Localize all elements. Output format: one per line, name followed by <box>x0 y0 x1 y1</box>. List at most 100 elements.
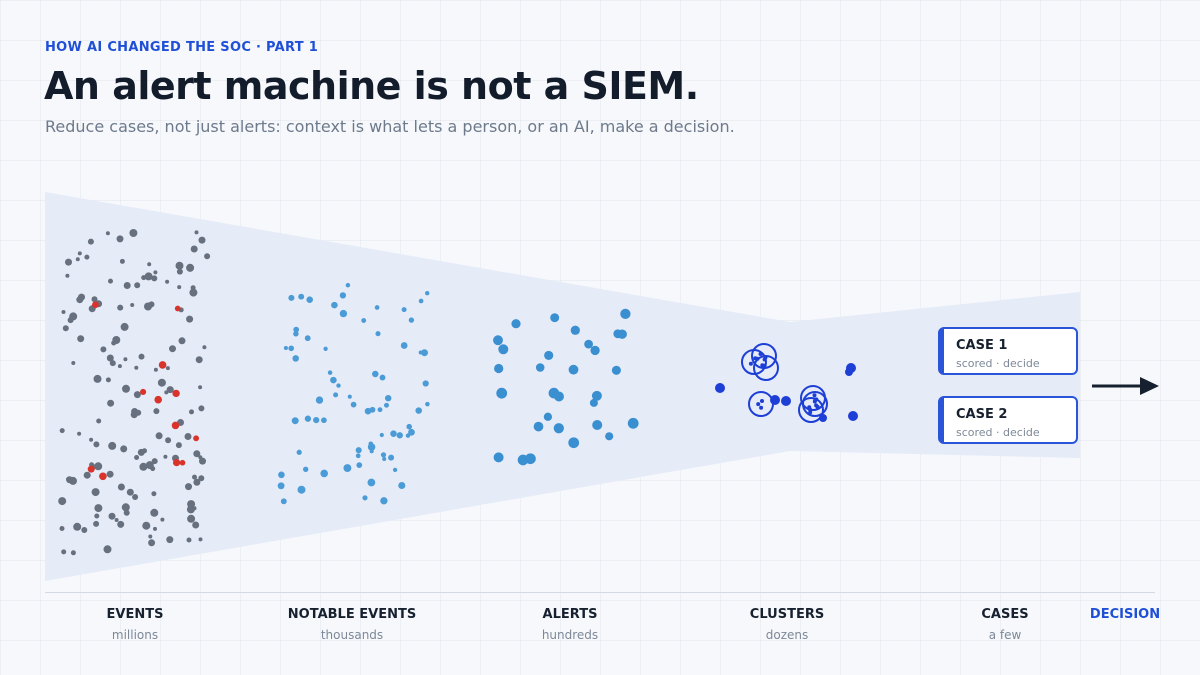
event-dot <box>184 433 192 440</box>
notable-event-dot <box>382 456 387 462</box>
event-dot <box>134 455 140 460</box>
stage-label: CASES <box>981 607 1029 622</box>
event-dot-flagged <box>172 458 181 467</box>
event-dot <box>111 340 117 346</box>
cluster-dot <box>759 405 764 410</box>
event-dot <box>96 418 102 424</box>
event-dot <box>151 458 158 465</box>
notable-event-dot <box>384 394 392 402</box>
alert-dot <box>498 344 509 355</box>
case-card-2[interactable]: CASE 2 scored · decide <box>938 396 1078 444</box>
event-dot <box>138 353 145 360</box>
event-dot <box>69 476 77 485</box>
cluster-dot <box>715 383 725 393</box>
event-dot <box>126 488 134 496</box>
event-dot-flagged <box>158 361 167 369</box>
event-dot-flagged <box>179 459 186 466</box>
event-dot <box>130 411 138 419</box>
event-dot <box>177 285 182 290</box>
event-dot <box>199 457 206 465</box>
case-card-1[interactable]: CASE 1 scored · decide <box>938 327 1078 375</box>
event-dot <box>77 335 85 343</box>
stage-label: CLUSTERS <box>749 607 825 622</box>
event-dot <box>186 537 192 543</box>
event-dot <box>198 537 203 542</box>
cluster-dot <box>819 414 827 422</box>
notable-event-dot <box>333 392 339 398</box>
event-dot <box>151 491 157 497</box>
alert-dot <box>568 364 579 375</box>
notable-event-dot <box>361 318 367 323</box>
alert-dot <box>591 390 602 401</box>
notable-event-dot <box>418 298 424 304</box>
event-dot <box>192 521 200 529</box>
notable-event-dot <box>321 417 327 424</box>
event-dot <box>185 483 192 491</box>
event-dot <box>148 301 155 308</box>
event-dot <box>89 437 94 442</box>
event-dot <box>141 275 147 281</box>
event-dot <box>77 251 82 256</box>
event-dot <box>105 231 110 236</box>
event-dot <box>61 310 66 314</box>
event-dot <box>204 253 211 260</box>
event-dot-flagged <box>99 472 107 481</box>
event-dot <box>93 520 100 527</box>
notable-event-dot <box>369 449 374 454</box>
event-dot <box>153 408 160 415</box>
alert-dot <box>553 423 564 434</box>
event-dot <box>76 296 84 304</box>
stage-unit: hundreds <box>541 628 599 642</box>
event-dot <box>130 303 135 307</box>
eyebrow: HOW AI CHANGED THE SOC · PART 1 <box>45 40 319 55</box>
event-dot <box>176 268 183 275</box>
event-dot <box>65 258 72 266</box>
event-dot <box>91 296 98 303</box>
cluster-dot <box>813 398 818 402</box>
notable-event-dot <box>367 478 376 487</box>
event-dot <box>100 346 107 353</box>
event-dot <box>117 520 125 528</box>
event-dot <box>186 315 194 323</box>
event-dot <box>94 513 100 519</box>
cluster-dot <box>815 404 820 409</box>
stage-label: NOTABLE EVENTS <box>287 607 417 622</box>
event-dot <box>134 365 139 370</box>
stage-clusters: CLUSTERS dozens <box>687 606 887 643</box>
right-arrow-icon <box>1092 377 1159 395</box>
event-dot <box>65 273 70 278</box>
notable-event-dot <box>368 441 374 447</box>
event-dot <box>187 266 193 272</box>
notable-event-dot <box>304 335 311 342</box>
event-dot <box>157 378 166 387</box>
notable-event-dot <box>396 432 403 439</box>
event-dot <box>94 462 103 471</box>
event-dot <box>145 461 154 470</box>
alert-dot <box>493 335 503 346</box>
notable-events-dots <box>277 282 430 505</box>
event-dot <box>81 527 88 533</box>
notable-event-dot <box>339 292 347 299</box>
event-dot <box>132 494 139 500</box>
cluster-dot <box>760 399 764 403</box>
alert-dot <box>496 387 508 399</box>
notable-event-dot <box>292 355 299 362</box>
notable-event-dot <box>408 317 415 323</box>
clusters-group <box>715 343 858 423</box>
event-dot <box>123 357 128 362</box>
event-dot <box>83 471 91 479</box>
event-dot <box>59 428 65 434</box>
event-dot <box>109 360 116 367</box>
notable-event-dot <box>384 402 389 408</box>
event-dot-flagged <box>87 465 95 473</box>
notable-event-dot <box>347 394 352 399</box>
event-dot <box>192 506 197 511</box>
event-dot <box>106 354 114 362</box>
notable-event-dot <box>356 462 363 468</box>
alert-dot <box>511 319 521 329</box>
notable-event-dot <box>336 383 341 388</box>
event-dot <box>87 238 94 245</box>
notable-event-dot <box>306 296 313 303</box>
event-dot <box>147 262 152 267</box>
notable-event-dot <box>288 294 295 301</box>
